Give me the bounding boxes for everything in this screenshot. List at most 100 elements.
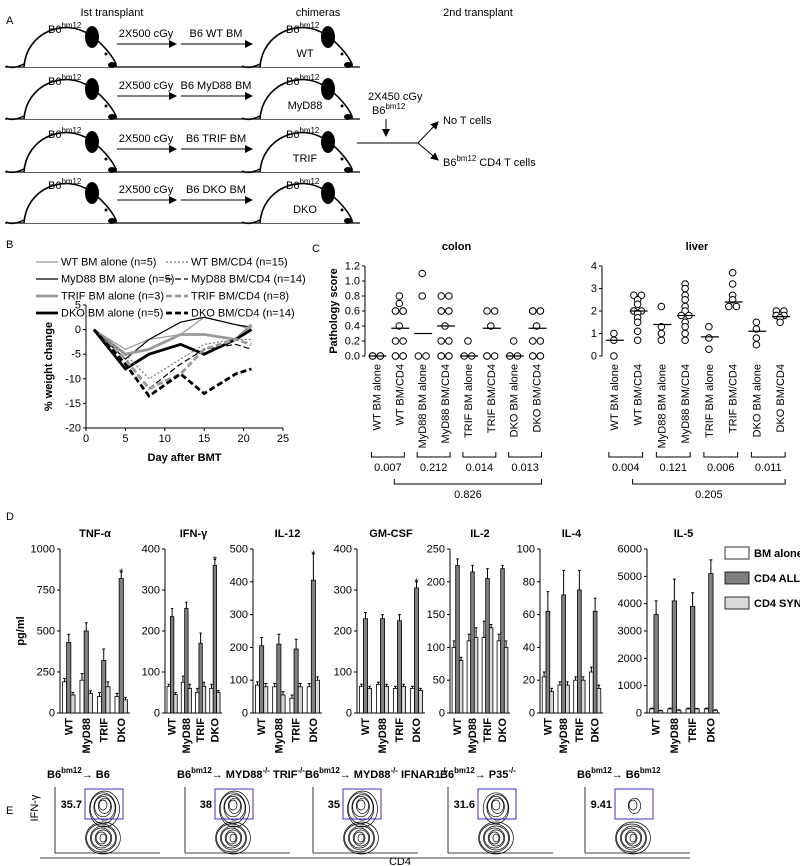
mouse-eye (340, 52, 344, 56)
bar (259, 645, 265, 714)
legend-label: TRIF BM alone (n=3) (61, 291, 164, 303)
contour (483, 825, 509, 851)
data-point (705, 322, 713, 331)
arrow (417, 121, 439, 144)
bar (503, 647, 509, 714)
bar (263, 686, 269, 714)
y-tick-label: 3 (591, 283, 597, 295)
text-part: B6 (177, 769, 191, 781)
y-axis-label: IFN-γ (29, 794, 41, 821)
error-bar (359, 683, 363, 687)
contour (220, 827, 243, 849)
x-tick-label: WT (167, 718, 179, 735)
error-bar (106, 681, 110, 687)
gate (614, 788, 654, 820)
comparison-bracket (632, 479, 786, 485)
contour (629, 833, 637, 843)
bar (297, 686, 303, 714)
data-point (536, 337, 545, 345)
x-tick-label: DKO BM/CD4 (532, 364, 544, 432)
irradiation-label: 2X500 cGy (119, 80, 174, 92)
contour (347, 790, 378, 828)
x-tick-label: MyD88 (467, 718, 479, 753)
x-tick-label: WT BM alone (609, 364, 621, 430)
error-bar (654, 600, 658, 615)
bar (592, 610, 598, 714)
error-bar (415, 581, 418, 588)
text-part: bm12 (61, 126, 81, 135)
x-tick-label: DKO (308, 718, 320, 743)
x-tick-label: WT BM/CD4 (633, 364, 645, 426)
bar (485, 578, 490, 714)
x-tick-label: WT (360, 718, 372, 735)
y-tick-label: 60 (523, 609, 535, 621)
chart-title: IL-5 (674, 528, 694, 540)
bar (458, 660, 464, 714)
contour (615, 821, 651, 855)
x-tick-label: WT BM/CD4 (394, 364, 406, 426)
data-point (445, 292, 453, 300)
plot-title: B6bm12→ B6bm12 (577, 766, 661, 781)
y-tick-label: 0 (591, 351, 597, 363)
data-point (633, 300, 642, 309)
bar (565, 684, 570, 714)
host-label: B6bm12 (48, 73, 81, 88)
gate-value: 35 (328, 799, 340, 811)
bar (545, 610, 551, 714)
data-point (752, 334, 761, 342)
y-tick-label: 400 (230, 576, 248, 588)
text-part: TRIF (270, 769, 298, 781)
contour (353, 831, 366, 845)
host-label: B6bm12 (48, 126, 81, 141)
data-point (705, 345, 713, 354)
error-bar (102, 648, 106, 661)
bar (310, 579, 316, 714)
x-tick-label: DKO BM alone (751, 364, 763, 437)
data-point (657, 329, 666, 338)
bar (315, 679, 320, 714)
x-tick-label: MyD88 BM alone (656, 364, 668, 448)
data-point (728, 280, 737, 288)
error-bar (398, 614, 401, 621)
error-bar (167, 683, 170, 687)
y-tick-label: 300 (142, 585, 160, 597)
contour (98, 799, 108, 811)
error-bar (170, 607, 174, 617)
text-part: → MYD88 (212, 769, 263, 781)
contour (482, 792, 510, 824)
y-tick-label: 250 (427, 544, 445, 556)
error-bar (713, 709, 717, 711)
x-tick-label: TRIF BM/CD4 (486, 364, 498, 433)
text-part: B6 (286, 129, 299, 141)
text-part: → B6 (612, 769, 640, 781)
bar (367, 688, 373, 714)
plot-title: B6bm12→ MYD88-/- TRIF-/- (177, 766, 305, 781)
error-bar (578, 569, 581, 590)
contour (491, 799, 501, 811)
data-point (725, 302, 733, 311)
mouse-eye (104, 104, 108, 108)
data-point (391, 307, 400, 315)
bar (122, 699, 128, 714)
bar (466, 640, 472, 714)
x-tick-label: WT (651, 718, 663, 735)
host-label: B6bm12 (48, 21, 81, 36)
x-tick-label: MyD88 (81, 718, 93, 753)
y-tick-label: -5 (71, 349, 81, 361)
y-tick-label: 0.0 (345, 351, 360, 363)
error-bar (489, 623, 493, 628)
contour (224, 796, 242, 818)
y-tick-label: 0.2 (345, 336, 360, 348)
error-bar (264, 682, 268, 687)
text-part: → P35 (475, 769, 509, 781)
x-tick-label: TRIF (98, 718, 110, 743)
data-point (490, 307, 499, 315)
legend-label: WT BM alone (n=5) (61, 257, 156, 269)
contour (355, 797, 370, 814)
contour (94, 829, 112, 847)
error-bar (210, 683, 213, 689)
bar (198, 642, 203, 714)
mouse-ear (85, 78, 99, 100)
y-tick-label: 100 (334, 667, 352, 679)
chart-title: IL-4 (562, 528, 582, 540)
